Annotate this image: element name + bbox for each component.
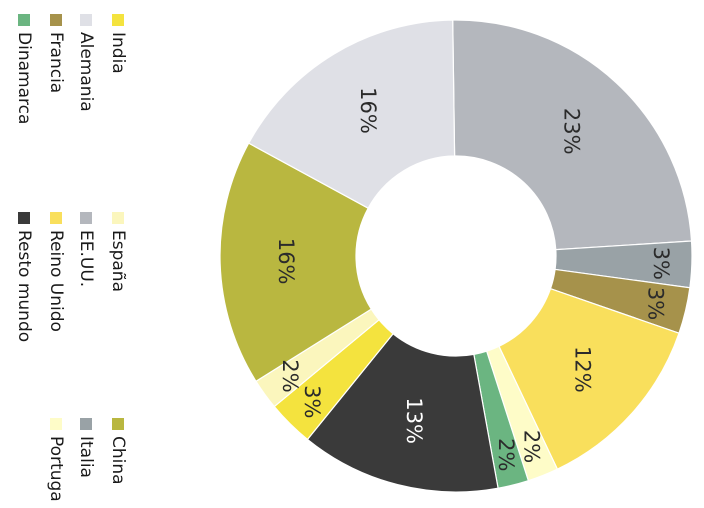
- legend-item-india: India: [108, 14, 128, 74]
- legend-item-portugal: Portuga: [46, 418, 66, 502]
- slice-label-reino-unido: 12%: [571, 346, 595, 393]
- legend-label: EE.UU.: [76, 230, 96, 287]
- slice-resto-mundo: [306, 332, 499, 493]
- legend-swatch: [112, 14, 124, 26]
- slice-label-india: 3%: [300, 385, 324, 418]
- legend-label: Francia: [46, 32, 66, 93]
- legend-label: Italia: [76, 436, 96, 478]
- legend-swatch: [50, 418, 62, 430]
- legend-swatch: [18, 212, 30, 224]
- slice-label-portugal: 2%: [520, 430, 544, 463]
- donut-slices: [219, 19, 693, 493]
- legend-item-alemania: Alemania: [76, 14, 96, 112]
- slice-label-china: 16%: [274, 238, 298, 285]
- slice-label-italia: 3%: [649, 247, 673, 280]
- legend-label: Alemania: [76, 32, 96, 112]
- slice-label-espana: 2%: [278, 359, 302, 392]
- legend-item-china: China: [108, 418, 128, 485]
- legend-label: Portuga: [46, 436, 66, 502]
- legend-swatch: [80, 14, 92, 26]
- legend-swatch: [112, 418, 124, 430]
- legend-swatch: [50, 14, 62, 26]
- legend-swatch: [112, 212, 124, 224]
- legend-swatch: [80, 212, 92, 224]
- legend: India España China Alemania EE.UU. Italia Fran…: [14, 14, 128, 502]
- legend-label: Reino Unido: [46, 230, 66, 332]
- legend-item-dinamarca: Dinamarca: [14, 14, 34, 124]
- legend-label: China: [108, 436, 128, 485]
- legend-swatch: [50, 212, 62, 224]
- legend-label: España: [108, 230, 128, 292]
- slice-label-francia: 3%: [643, 287, 667, 320]
- slice-label-dinamarca: 2%: [494, 438, 518, 471]
- legend-swatch: [18, 14, 30, 26]
- slice-label-resto-mundo: 13%: [402, 397, 426, 444]
- legend-item-reino-unido: Reino Unido: [46, 212, 66, 332]
- slice-label-alemania: 16%: [356, 87, 380, 134]
- legend-swatch: [80, 418, 92, 430]
- legend-item-resto-mundo: Resto mundo: [14, 212, 34, 342]
- slice-reino-unido: [498, 287, 680, 470]
- legend-item-ee-uu: EE.UU.: [76, 212, 96, 287]
- legend-label: India: [108, 32, 128, 74]
- slice-label-ee-uu: 23%: [559, 108, 583, 155]
- legend-item-francia: Francia: [46, 14, 66, 93]
- slice-alemania: [247, 19, 456, 209]
- legend-label: Resto mundo: [14, 230, 34, 342]
- slice-china: [219, 142, 373, 383]
- legend-item-italia: Italia: [76, 418, 96, 478]
- slice-labels: 23%3%3%12%2%2%13%3%2%16%16%: [274, 87, 673, 471]
- legend-item-espana: España: [108, 212, 128, 292]
- legend-label: Dinamarca: [14, 32, 34, 124]
- slice-ee-uu: [452, 19, 693, 251]
